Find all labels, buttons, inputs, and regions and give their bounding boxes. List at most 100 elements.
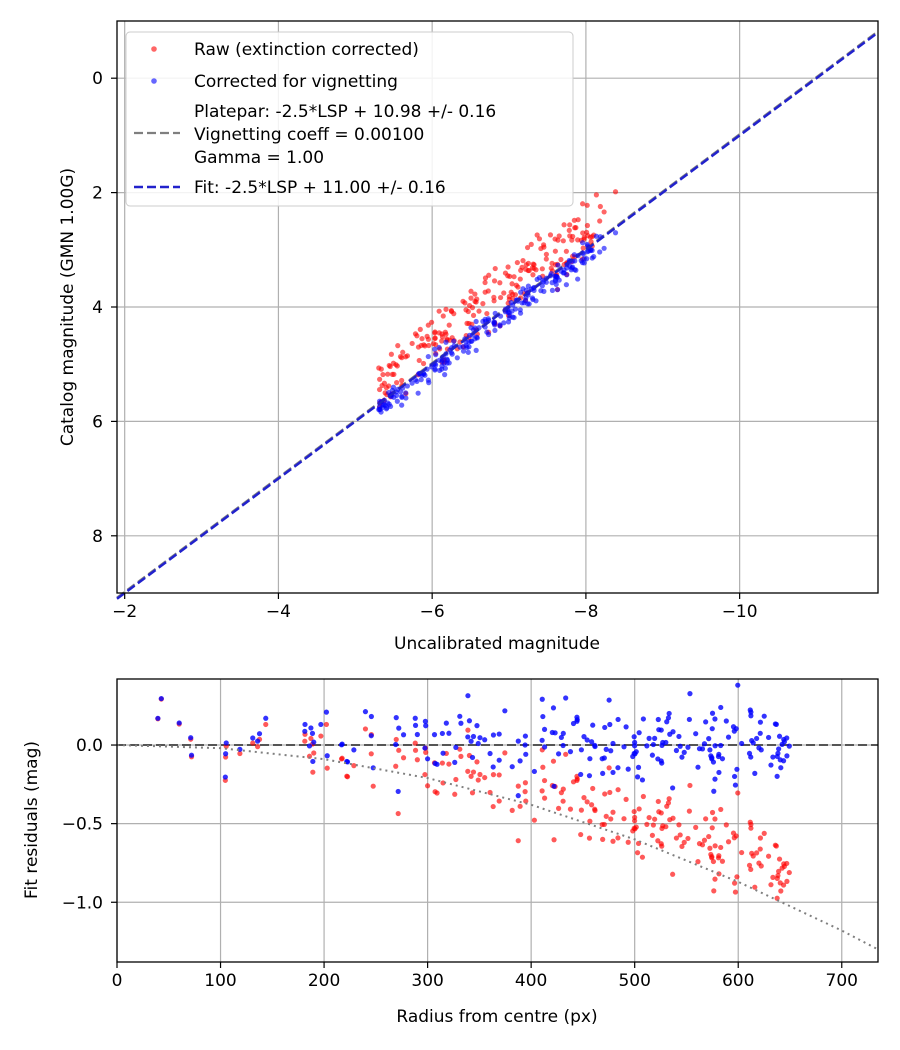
raw-point (420, 360, 427, 367)
raw-residual-point (587, 818, 593, 824)
corrected-residual-point (711, 788, 717, 794)
raw-point (491, 294, 497, 300)
corrected-residual-point (706, 736, 712, 742)
raw-residual-point (734, 874, 740, 880)
raw-residual-point (752, 884, 758, 890)
corrected-point (575, 276, 581, 282)
raw-residual-point (551, 837, 557, 843)
top-y-tick-label: 0 (92, 69, 103, 89)
raw-residual-point (541, 777, 548, 784)
raw-residual-point (599, 821, 605, 828)
corrected-residual-point (324, 753, 330, 759)
raw-residual-point (757, 846, 763, 852)
raw-residual-point (610, 809, 616, 815)
raw-residual-point (393, 763, 399, 769)
raw-residual-point (578, 807, 584, 813)
corrected-residual-point (756, 745, 762, 751)
corrected-residual-point (443, 720, 449, 726)
raw-residual-point (687, 782, 693, 789)
raw-residual-point (474, 759, 480, 765)
corrected-residual-point (712, 776, 718, 782)
corrected-point (484, 329, 490, 335)
raw-point (558, 256, 564, 263)
top-x-tick-label: −8 (573, 602, 598, 622)
raw-point (476, 308, 482, 314)
corrected-residual-point (414, 731, 420, 738)
top-x-tick-label: −6 (420, 602, 445, 622)
raw-residual-point (539, 788, 545, 794)
corrected-residual-point (761, 713, 767, 719)
corrected-point (436, 344, 442, 351)
corrected-point (497, 322, 503, 328)
corrected-residual-point (731, 773, 738, 780)
corrected-residual-point (655, 756, 661, 762)
raw-residual-point (712, 876, 718, 882)
corrected-residual-point (422, 718, 428, 724)
raw-residual-point (302, 738, 308, 744)
corrected-point (403, 395, 409, 401)
raw-residual-point (237, 750, 243, 757)
corrected-residual-point (452, 759, 458, 765)
raw-point (399, 377, 405, 384)
corrected-residual-point (223, 740, 229, 746)
raw-residual-point (523, 798, 529, 804)
top-x-tick-label: −2 (112, 602, 137, 622)
raw-residual-point (723, 822, 729, 828)
raw-residual-point (746, 862, 753, 868)
raw-residual-point (517, 803, 523, 809)
raw-residual-point (711, 888, 717, 894)
raw-residual-point (615, 787, 621, 793)
corrected-residual-point (470, 733, 477, 740)
raw-point (543, 256, 549, 262)
raw-residual-point (652, 816, 658, 822)
raw-point (484, 310, 490, 317)
corrected-residual-point (446, 730, 452, 736)
top-points (376, 189, 619, 415)
raw-point (415, 344, 422, 350)
raw-point (572, 225, 578, 231)
corrected-residual-point (469, 754, 476, 761)
corrected-residual-point (515, 793, 521, 799)
raw-residual-point (555, 805, 562, 811)
raw-residual-point (768, 882, 774, 888)
raw-residual-point (786, 869, 792, 876)
corrected-residual-point (602, 724, 608, 731)
corrected-residual-point (431, 732, 438, 738)
corrected-point (511, 314, 517, 321)
raw-residual-point (586, 835, 593, 841)
corrected-point (492, 327, 498, 334)
corrected-residual-point (222, 774, 228, 780)
raw-residual-point (515, 783, 521, 789)
raw-point (508, 289, 514, 295)
raw-residual-point (748, 825, 754, 831)
raw-point (566, 227, 572, 233)
corrected-residual-point (502, 708, 508, 714)
corrected-residual-point (581, 734, 587, 740)
corrected-residual-point (658, 727, 664, 733)
corrected-point (563, 282, 569, 288)
raw-point (514, 259, 520, 266)
raw-point (597, 218, 603, 224)
corrected-residual-point (710, 759, 717, 765)
corrected-point (418, 377, 424, 383)
raw-point (509, 281, 515, 287)
corrected-residual-point (625, 766, 631, 772)
corrected-residual-point (176, 720, 182, 726)
corrected-residual-point (584, 737, 590, 743)
corrected-residual-point (732, 782, 739, 788)
corrected-residual-point (541, 726, 548, 733)
corrected-point (474, 335, 480, 341)
corrected-residual-point (457, 713, 463, 719)
corrected-residual-point (578, 747, 584, 753)
corrected-residual-point (649, 752, 655, 758)
raw-residual-point (308, 735, 314, 742)
raw-point (517, 276, 523, 282)
corrected-residual-point (551, 783, 557, 789)
corrected-residual-point (250, 735, 256, 741)
bottom-ylabel: Fit residuals (mag) (22, 741, 42, 899)
raw-point (376, 386, 383, 393)
corrected-residual-point (608, 748, 614, 754)
raw-residual-point (703, 816, 709, 822)
corrected-residual-point (588, 739, 595, 745)
raw-residual-point (578, 831, 584, 838)
